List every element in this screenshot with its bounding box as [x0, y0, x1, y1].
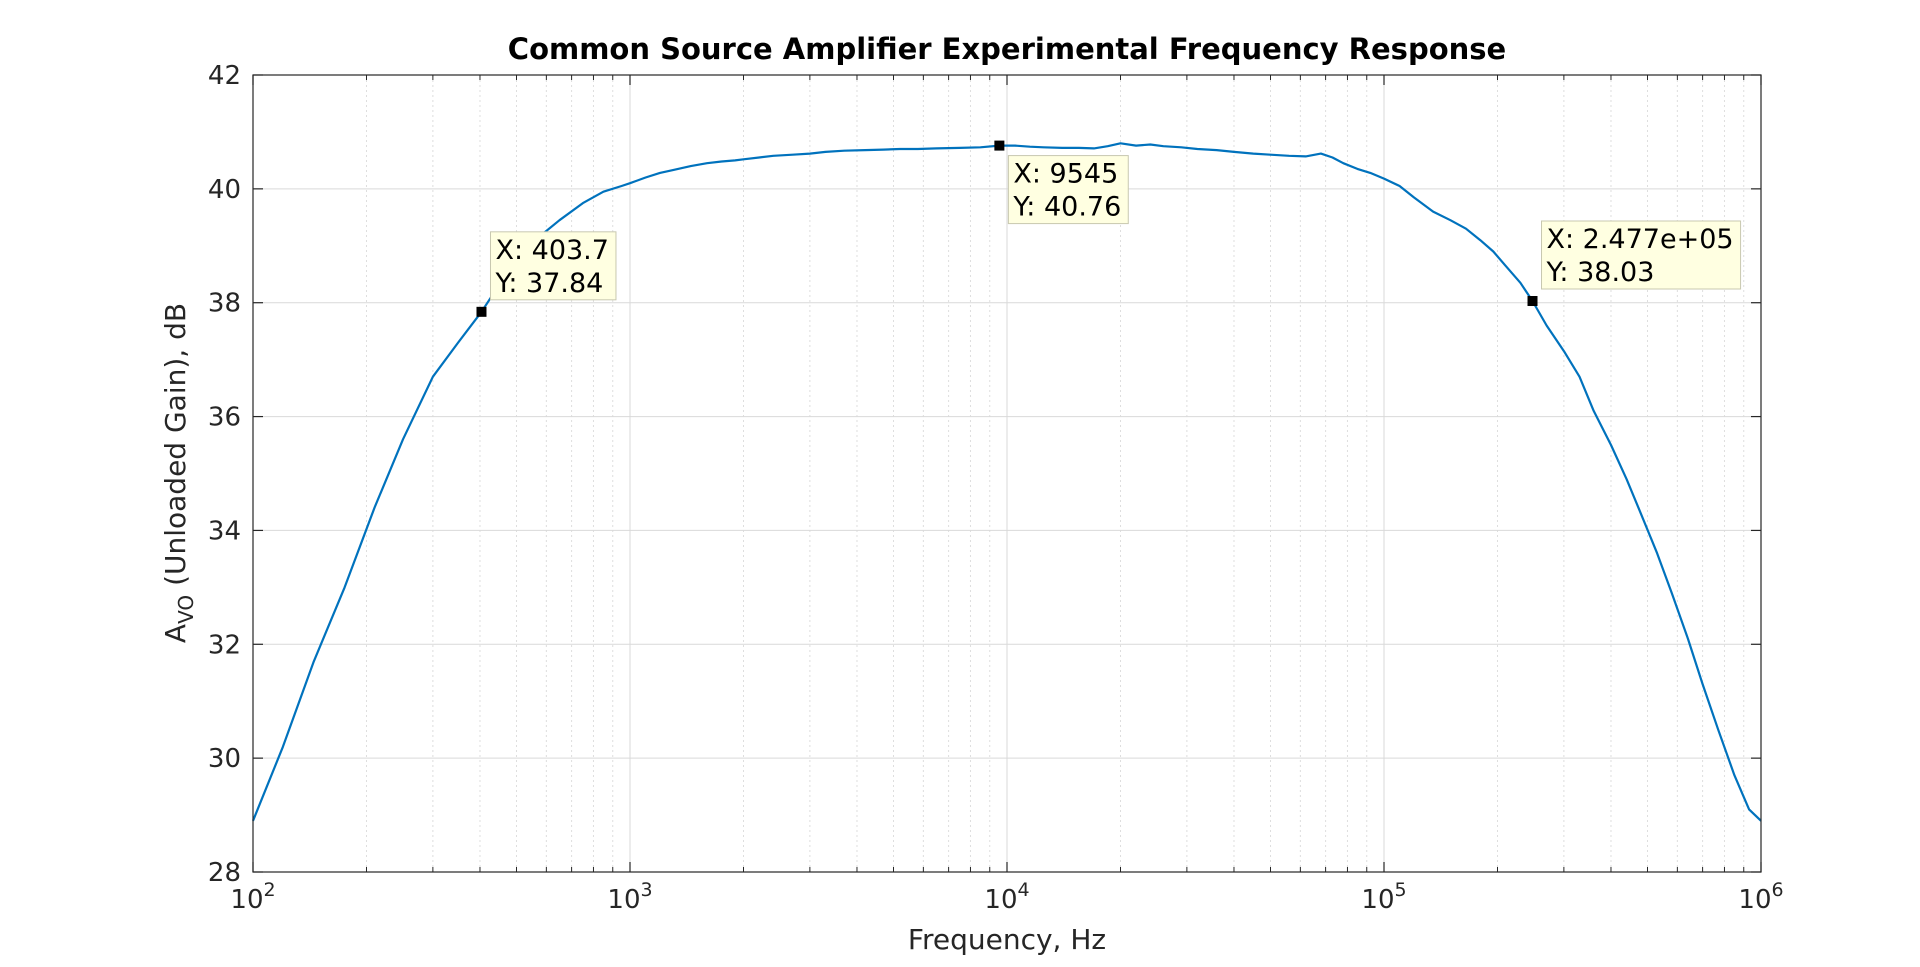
y-axis-label: AVO (Unloaded Gain), dB: [159, 303, 198, 643]
datatip-box: [1541, 220, 1742, 290]
datatip-x-text: X: 403.7: [495, 235, 608, 266]
y-tick-label: 36: [208, 403, 241, 433]
y-tick-label: 34: [208, 516, 241, 546]
series-layer: [251, 142, 1762, 822]
x-tick-label: 103: [607, 879, 652, 915]
datatip-box: [489, 231, 617, 301]
x-tick-label: 105: [1361, 879, 1406, 915]
y-tick-label: 42: [208, 61, 241, 91]
y-tick-labels: 28 30 32 34 36 38 40 42: [208, 61, 241, 888]
datatip-y-text: Y: 37.84: [494, 268, 603, 299]
datatip-marker[interactable]: [476, 306, 487, 317]
chart-title: Common Source Amplifier Experimental Fre…: [508, 32, 1506, 66]
x-tick-label: 104: [984, 879, 1029, 915]
datatip-marker[interactable]: [994, 140, 1005, 151]
datatip-box: [1007, 155, 1129, 225]
y-axis-label-rest: (Unloaded Gain), dB: [159, 303, 192, 595]
datatip-x-text: X: 9545: [1013, 159, 1118, 190]
series-line: [251, 142, 1762, 822]
datatip[interactable]: X: 403.7Y: 37.84: [476, 231, 617, 317]
datatip-marker[interactable]: [1527, 296, 1538, 307]
y-axis-label-main: A: [159, 624, 192, 643]
x-tick-label: 106: [1738, 879, 1783, 915]
datatip[interactable]: X: 2.477e+05Y: 38.03: [1527, 220, 1742, 307]
tick-marks: [252, 74, 1762, 873]
datatip-y-text: Y: 40.76: [1012, 192, 1121, 223]
x-tick-labels: 102 103 104 105 106: [230, 879, 1783, 915]
y-axis-label-subscript: VO: [174, 595, 198, 624]
datatip-y-text: Y: 38.03: [1546, 257, 1655, 288]
y-tick-label: 28: [208, 858, 241, 888]
y-tick-label: 38: [208, 289, 241, 319]
x-axis-label: Frequency, Hz: [908, 923, 1106, 956]
y-tick-label: 40: [208, 175, 241, 205]
datatip-x-text: X: 2.477e+05: [1547, 224, 1734, 255]
y-tick-label: 32: [208, 630, 241, 660]
x-tick-label: 102: [230, 879, 275, 915]
y-tick-label: 30: [208, 744, 241, 774]
